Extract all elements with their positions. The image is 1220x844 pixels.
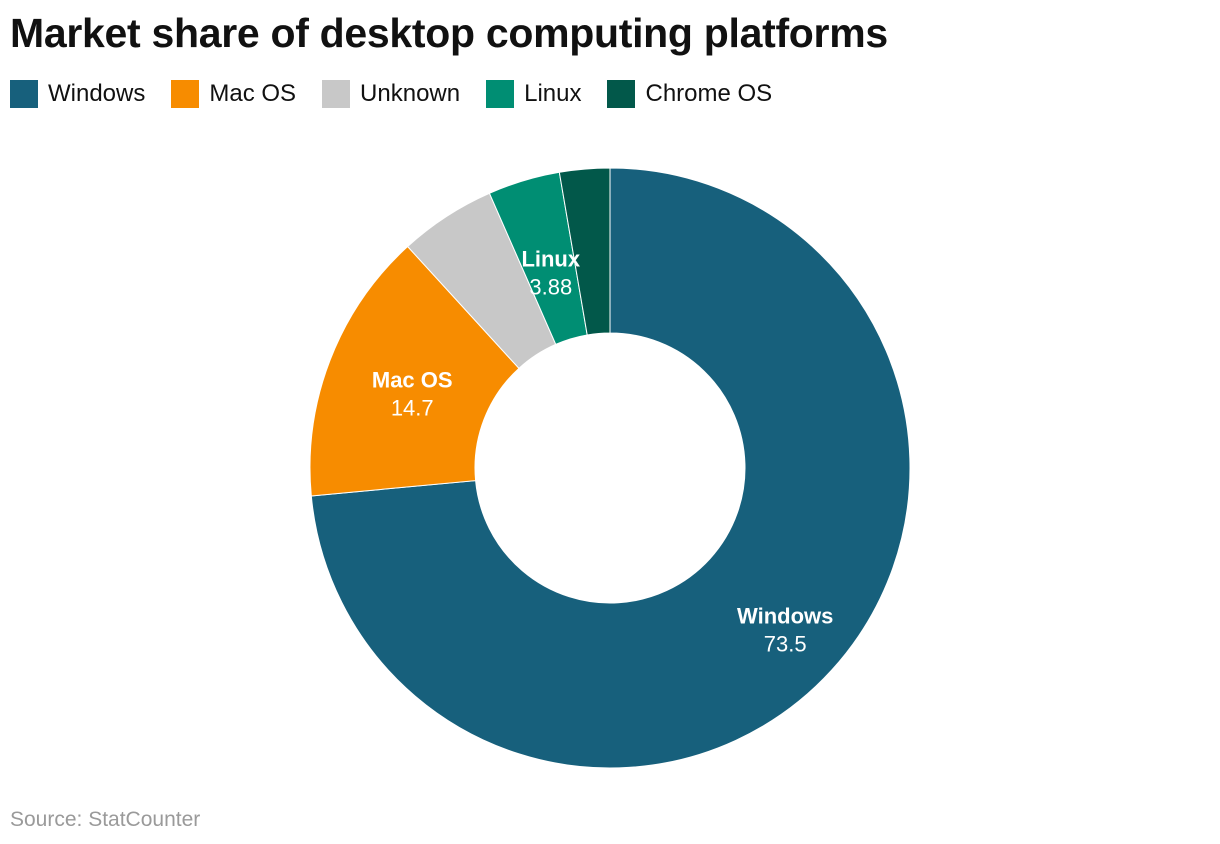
source-note: Source: StatCounter <box>10 808 201 831</box>
slice-chrome-os <box>558 167 611 336</box>
data-label-name-mac-os: Mac OS <box>372 368 453 393</box>
legend-item-linux: Linux <box>486 80 581 108</box>
legend-label-linux: Linux <box>524 80 582 107</box>
legend-item-windows: Windows <box>10 80 145 108</box>
legend-label-mac-os: Mac OS <box>209 80 297 107</box>
data-label-value-mac-os: 14.7 <box>391 396 434 421</box>
legend-label-chrome-os: Chrome OS <box>645 80 773 107</box>
legend-item-unknown: Unknown <box>322 80 460 108</box>
legend-swatch-chrome-os <box>607 80 636 108</box>
data-label-name-windows: Windows <box>737 604 833 629</box>
chart-title: Market share of desktop computing platfo… <box>10 10 888 56</box>
data-label-value-linux: 3.88 <box>529 275 572 300</box>
slice-mac-os <box>309 245 520 497</box>
legend-label-windows: Windows <box>48 80 146 107</box>
legend-label-unknown: Unknown <box>360 80 461 107</box>
donut-slices <box>309 167 911 769</box>
data-label-name-linux: Linux <box>521 247 580 272</box>
legend-item-chrome-os: Chrome OS <box>607 80 772 108</box>
legend-swatch-linux <box>486 80 515 108</box>
legend-swatch-unknown <box>322 80 351 108</box>
legend-swatch-windows <box>10 80 38 108</box>
legend-item-mac-os: Mac OS <box>171 80 296 108</box>
legend: Windows Mac OS Unknown Linux Chrome OS <box>10 78 772 110</box>
legend-swatch-mac-os <box>171 80 200 108</box>
data-label-value-windows: 73.5 <box>764 632 807 657</box>
donut-labels: Windows 73.5 Mac OS 14.7 Linux 3.88 <box>372 247 834 657</box>
slice-windows <box>310 167 911 769</box>
